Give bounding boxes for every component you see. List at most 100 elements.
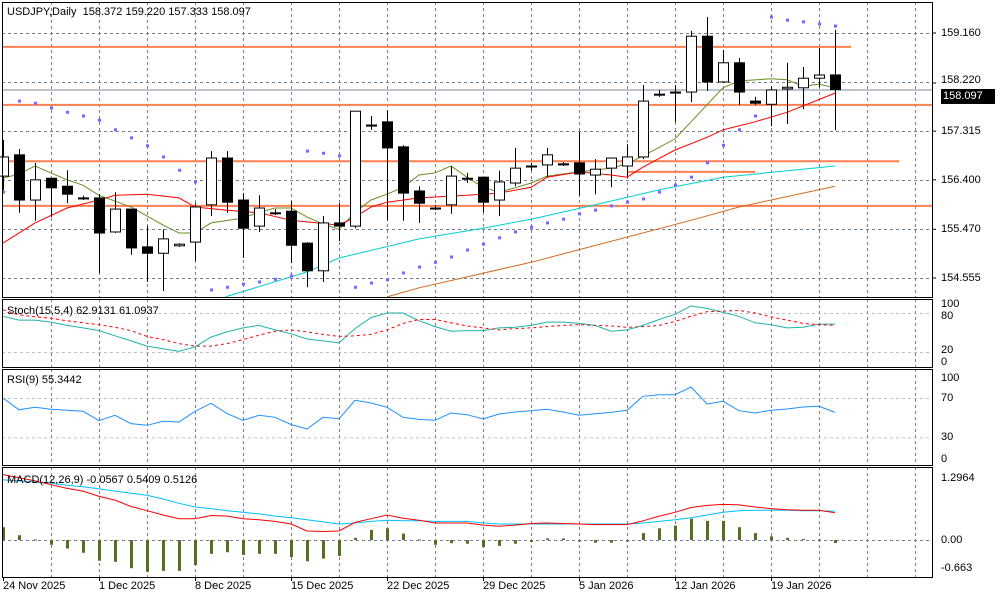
- date-label: 8 Dec 2025: [195, 580, 252, 592]
- moving-average-ma_long: [386, 185, 836, 298]
- macd-histogram-bar: [306, 540, 309, 562]
- macd-histogram-bar: [770, 536, 773, 540]
- macd-axis-label: 0.00: [941, 534, 963, 546]
- high-value: 159.220: [125, 6, 166, 18]
- candle-bullish: [814, 74, 825, 79]
- candle-bearish: [238, 199, 249, 229]
- sar-dot: [226, 285, 229, 289]
- candle-bullish: [670, 91, 681, 94]
- macd-name: MACD(12,26,9): [7, 474, 84, 486]
- candle-bearish: [286, 210, 297, 246]
- candle-bullish: [638, 100, 649, 158]
- sar-dot: [258, 280, 261, 284]
- sar-dot: [418, 265, 421, 269]
- macd-histogram-bar: [594, 540, 597, 543]
- candle-bearish: [478, 176, 489, 203]
- timeframe: Daily: [52, 6, 77, 18]
- stoch-signal-value: 61.0937: [118, 305, 159, 317]
- sar-dot: [802, 20, 805, 24]
- date-label: 19 Jan 2026: [771, 580, 832, 592]
- macd-signal-line: [2, 479, 836, 525]
- chart-header: USDJPY,Daily 158.372 159.220 157.333 158…: [7, 6, 251, 18]
- stoch-title: Stoch(15,5,4) 62.9131 61.0937: [7, 305, 159, 317]
- macd-histogram-bar: [834, 540, 837, 544]
- open-value: 158.372: [82, 6, 123, 18]
- macd-main-line: [2, 474, 836, 533]
- sar-dot: [306, 149, 309, 153]
- macd-histogram-bar: [818, 539, 821, 541]
- candle-bullish: [622, 156, 633, 167]
- candle-bullish: [30, 179, 41, 201]
- macd-histogram-bar: [482, 540, 485, 547]
- price-axis-label: 157.315: [941, 125, 981, 138]
- macd-histogram-bar: [562, 538, 565, 540]
- macd-histogram-bar: [434, 540, 437, 545]
- candle-bullish: [798, 77, 809, 89]
- sar-dot: [834, 24, 837, 28]
- sar-dot: [706, 161, 709, 165]
- stoch-name: Stoch(15,5,4): [7, 305, 74, 317]
- sar-dot: [274, 277, 277, 281]
- sar-dot: [338, 154, 341, 158]
- candle-bullish: [318, 222, 329, 272]
- sar-dot: [66, 110, 69, 114]
- candle-bearish: [702, 35, 713, 83]
- candle-bullish: [174, 243, 185, 247]
- macd-histogram-bar: [786, 537, 789, 540]
- macd-histogram-bar: [338, 540, 341, 556]
- sar-dot: [482, 242, 485, 246]
- macd-histogram-bar: [402, 533, 405, 540]
- candle-bullish: [206, 157, 217, 206]
- sar-dot: [690, 175, 693, 179]
- sar-dot: [578, 212, 581, 216]
- price-axis-label: 155.470: [941, 223, 981, 236]
- rsi-value: 55.3442: [41, 374, 82, 386]
- candle-bearish: [126, 208, 137, 249]
- macd-histogram-bar: [354, 537, 357, 540]
- sar-dot: [738, 128, 741, 132]
- candle-bearish: [574, 162, 585, 175]
- stoch-axis-label: 0: [941, 356, 948, 368]
- macd-histogram-bar: [578, 540, 581, 542]
- candle-bearish: [414, 190, 425, 204]
- sar-dot: [770, 15, 773, 19]
- sar-dot: [146, 144, 149, 148]
- candle-bullish: [654, 93, 665, 96]
- macd-histogram-bar: [674, 525, 677, 540]
- candle-bullish: [78, 197, 89, 200]
- stoch-axis-label: 80: [941, 310, 954, 322]
- sar-dot: [34, 101, 37, 105]
- candle-bullish: [270, 212, 281, 215]
- sar-dot: [2, 190, 5, 194]
- macd-histogram-bar: [162, 540, 165, 571]
- price-axis-label: 158.220: [941, 74, 981, 86]
- stoch-main-line: [2, 305, 835, 352]
- panel-frame: [2, 467, 933, 578]
- sar-dot: [386, 278, 389, 282]
- macd-histogram-bar: [274, 540, 277, 554]
- sar-dot: [434, 260, 437, 264]
- sar-dot: [82, 114, 85, 118]
- candle-bearish: [750, 100, 761, 104]
- macd-histogram-bar: [82, 540, 85, 553]
- macd-histogram-bar: [546, 538, 549, 540]
- date-label: 5 Jan 2026: [579, 580, 634, 592]
- sar-dot: [530, 225, 533, 229]
- macd-histogram-bar: [210, 540, 213, 554]
- sar-dot: [658, 190, 661, 194]
- stoch-axis-label: 20: [941, 344, 954, 356]
- rsi-axis-label: 30: [941, 431, 954, 443]
- date-label: 22 Dec 2025: [387, 580, 450, 592]
- price-axis-label: 154.555: [941, 271, 981, 284]
- rsi-axis-label: 0: [941, 453, 948, 465]
- candle-bullish: [430, 207, 441, 210]
- sar-dot: [754, 114, 757, 118]
- candle-bullish: [782, 86, 793, 90]
- macd-histogram-bar: [738, 527, 741, 540]
- candle-bullish: [526, 165, 537, 168]
- macd-histogram-bar: [146, 540, 149, 572]
- candle-bullish: [254, 207, 265, 227]
- sar-dot: [370, 281, 373, 285]
- sar-dot: [354, 285, 357, 289]
